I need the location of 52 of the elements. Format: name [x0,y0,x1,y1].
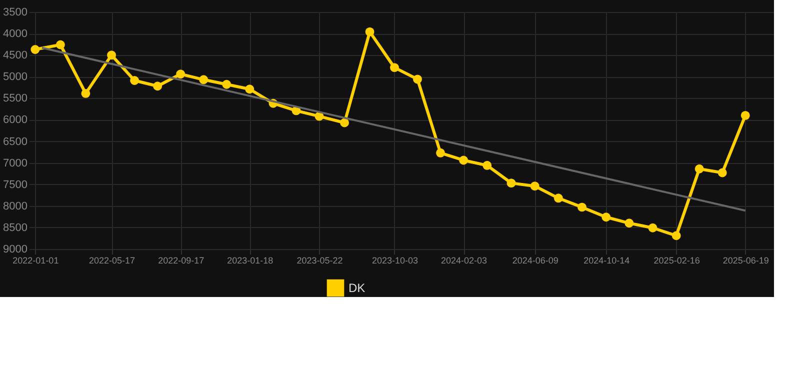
x-tick-label: 2022-09-17 [158,256,204,266]
legend-label: DK [348,281,366,295]
point [340,118,349,128]
point [436,148,445,158]
y-tick-label: 8000 [3,200,28,212]
y-tick-label: 7500 [3,178,28,191]
point [624,218,634,228]
y-tick-label: 7000 [3,157,28,170]
point [390,63,399,72]
y-tick-label: 3500 [3,6,28,18]
x-tick-label: 2024-06-09 [512,256,558,266]
point [413,74,422,84]
y-tick-label: 8500 [3,222,28,234]
point [578,202,586,212]
x-tick-label: 2022-05-17 [89,256,136,266]
point [365,27,374,36]
point [199,75,208,84]
point [245,84,254,94]
x-tick-label: 2025-02-16 [654,256,700,266]
point [672,231,681,240]
point [30,45,40,54]
point [602,212,611,222]
point [718,168,727,178]
y-tick-label: 5500 [3,92,28,105]
point [153,82,162,91]
y-tick-label: 6500 [3,136,28,148]
point [222,80,232,89]
point [648,223,658,232]
x-tick-label: 2023-05-22 [296,256,343,266]
point [176,70,186,79]
point [56,40,65,50]
point [482,160,492,170]
y-tick-label: 4500 [3,50,28,62]
x-tick-label: 2022-01-01 [12,256,59,266]
point [506,178,516,188]
point [459,156,468,165]
y-tick-label: 6000 [3,114,28,126]
x-tick-label: 2024-02-03 [441,256,488,266]
x-tick-label: 2024-10-14 [584,256,630,266]
point [130,76,140,85]
point [530,182,540,191]
point [81,88,90,98]
y-tick-label: 9000 [3,244,28,256]
y-tick-label: 5000 [3,71,28,84]
point [694,164,704,174]
x-tick-label: 2025-06-19 [722,256,769,266]
x-tick-label: 2023-10-03 [372,256,418,266]
point [554,194,563,203]
point [107,50,116,60]
point [740,110,750,120]
y-tick-label: 4000 [3,28,28,40]
x-tick-label: 2023-01-18 [227,256,274,266]
